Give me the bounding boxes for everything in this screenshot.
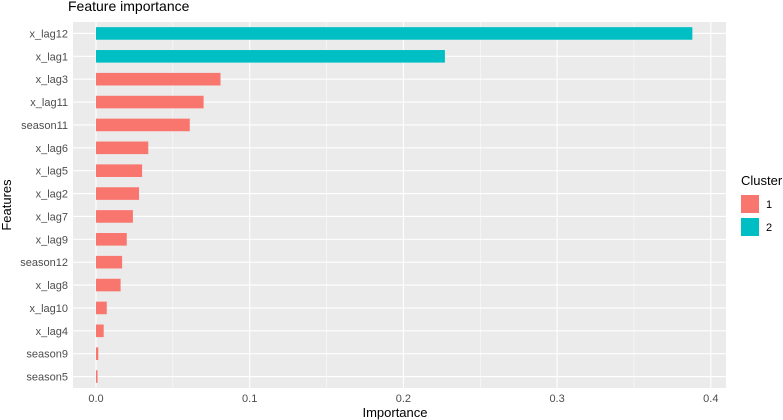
bar-x_lag2 (96, 187, 140, 200)
y-tick-label: x_lag2 (36, 189, 68, 201)
y-tick-label: x_lag7 (36, 211, 68, 223)
x-tick-labels: 0.0 0.1 0.2 0.3 0.4 (88, 393, 718, 405)
y-axis-label: Features (0, 179, 14, 231)
bar-season9 (96, 347, 99, 360)
chart-title: Feature importance (68, 0, 190, 14)
bar-x_lag3 (96, 72, 221, 86)
legend-key-1 (741, 195, 759, 213)
bar-x_lag7 (96, 210, 133, 223)
y-tick-label: x_lag10 (29, 303, 68, 315)
bar-x_lag9 (96, 233, 127, 246)
y-tick-label: season12 (20, 257, 68, 269)
bar-x_lag11 (96, 95, 204, 109)
bar-x_lag12 (96, 27, 693, 40)
y-tick-label: season11 (21, 120, 68, 132)
y-tick-label: x_lag5 (36, 166, 68, 178)
legend-title: Cluster (741, 173, 783, 188)
y-tick-label: x_lag12 (29, 28, 68, 40)
y-tick-label: x_lag9 (36, 234, 68, 246)
bar-season12 (96, 255, 123, 269)
y-tick-label: season5 (26, 372, 68, 384)
legend-label: 2 (766, 222, 772, 234)
bar-x_lag5 (96, 164, 143, 177)
legend-label: 1 (766, 199, 772, 211)
y-tick-label: x_lag6 (36, 143, 68, 155)
bar-season11 (96, 118, 190, 132)
legend-key-2 (741, 218, 759, 236)
x-tick-label: 0.4 (703, 393, 718, 405)
x-tick-label: 0.2 (396, 393, 411, 405)
y-tick-label: x_lag8 (36, 280, 68, 292)
bar-x_lag10 (96, 301, 107, 315)
x-tick-label: 0.0 (88, 393, 103, 405)
bar-x_lag4 (96, 324, 104, 338)
x-tick-label: 0.1 (242, 393, 257, 405)
bars (96, 27, 693, 383)
bar-x_lag6 (96, 141, 149, 155)
bar-season5 (96, 370, 98, 383)
y-tick-labels: x_lag12 x_lag1 x_lag3 x_lag11 season11 x_lag6… (20, 28, 68, 383)
legend: Cluster 1 2 (741, 173, 783, 236)
y-tick-label: x_lag3 (36, 74, 68, 86)
y-tick-label: season9 (26, 349, 68, 361)
y-tick-label: x_lag11 (30, 97, 68, 109)
bar-x_lag1 (96, 50, 445, 63)
bar-x_lag8 (96, 278, 121, 292)
y-tick-label: x_lag1 (36, 51, 68, 63)
x-axis-label: Importance (362, 405, 427, 420)
x-tick-label: 0.3 (549, 393, 564, 405)
y-tick-label: x_lag4 (36, 326, 68, 338)
